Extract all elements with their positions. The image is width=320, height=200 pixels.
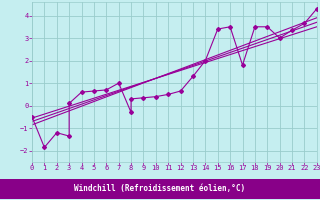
Text: Windchill (Refroidissement éolien,°C): Windchill (Refroidissement éolien,°C) [75,184,245,194]
